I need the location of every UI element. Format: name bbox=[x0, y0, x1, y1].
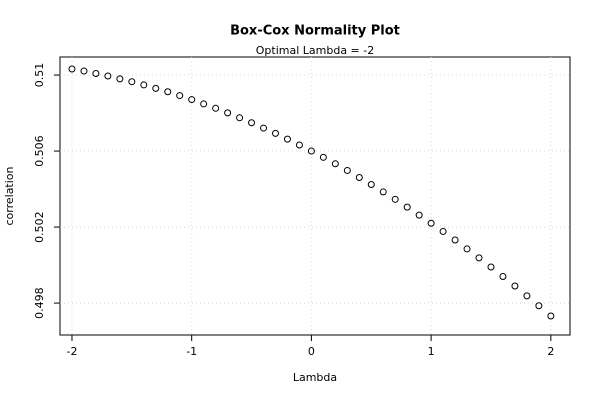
x-axis-label: Lambda bbox=[293, 371, 337, 384]
point bbox=[248, 119, 256, 127]
y-tick-label: 0.51 bbox=[33, 63, 46, 88]
y-tick-label: 0.502 bbox=[33, 211, 46, 243]
point bbox=[307, 147, 315, 155]
point bbox=[128, 78, 136, 86]
point bbox=[176, 92, 184, 100]
point bbox=[236, 114, 244, 122]
point bbox=[260, 124, 268, 132]
point bbox=[152, 84, 160, 92]
x-tick-label: 2 bbox=[547, 345, 554, 358]
point bbox=[212, 104, 220, 112]
point bbox=[319, 153, 327, 161]
point bbox=[523, 292, 531, 300]
point bbox=[140, 81, 148, 89]
point bbox=[68, 65, 76, 73]
point bbox=[547, 312, 555, 320]
point bbox=[80, 67, 88, 75]
point bbox=[451, 236, 459, 244]
point bbox=[535, 302, 543, 310]
point bbox=[331, 160, 339, 168]
chart-title: Box-Cox Normality Plot bbox=[230, 24, 400, 39]
point bbox=[379, 188, 387, 196]
point bbox=[104, 72, 112, 80]
point bbox=[499, 272, 507, 280]
point bbox=[511, 282, 519, 290]
point bbox=[200, 100, 208, 108]
point bbox=[463, 245, 471, 253]
point bbox=[427, 219, 435, 227]
y-axis-label: correlation bbox=[3, 166, 16, 225]
point bbox=[415, 211, 423, 219]
point bbox=[475, 254, 483, 262]
point bbox=[439, 227, 447, 235]
y-tick-label: 0.506 bbox=[33, 135, 46, 167]
point bbox=[271, 129, 279, 137]
point bbox=[224, 109, 232, 117]
plot-frame bbox=[59, 56, 571, 336]
x-tick-label: 0 bbox=[308, 345, 315, 358]
point bbox=[164, 88, 172, 96]
chart-subtitle: Optimal Lambda = -2 bbox=[256, 44, 375, 57]
point bbox=[295, 141, 303, 149]
point bbox=[367, 181, 375, 189]
point bbox=[116, 75, 124, 83]
y-tick-label: 0.498 bbox=[33, 287, 46, 319]
point bbox=[343, 166, 351, 174]
point bbox=[487, 263, 495, 271]
x-tick-label: -2 bbox=[66, 345, 77, 358]
x-tick-label: -1 bbox=[186, 345, 197, 358]
point bbox=[188, 96, 196, 104]
point bbox=[391, 195, 399, 203]
x-tick-label: 1 bbox=[428, 345, 435, 358]
point bbox=[283, 135, 291, 143]
point bbox=[403, 203, 411, 211]
point bbox=[355, 173, 363, 181]
point bbox=[92, 70, 100, 78]
